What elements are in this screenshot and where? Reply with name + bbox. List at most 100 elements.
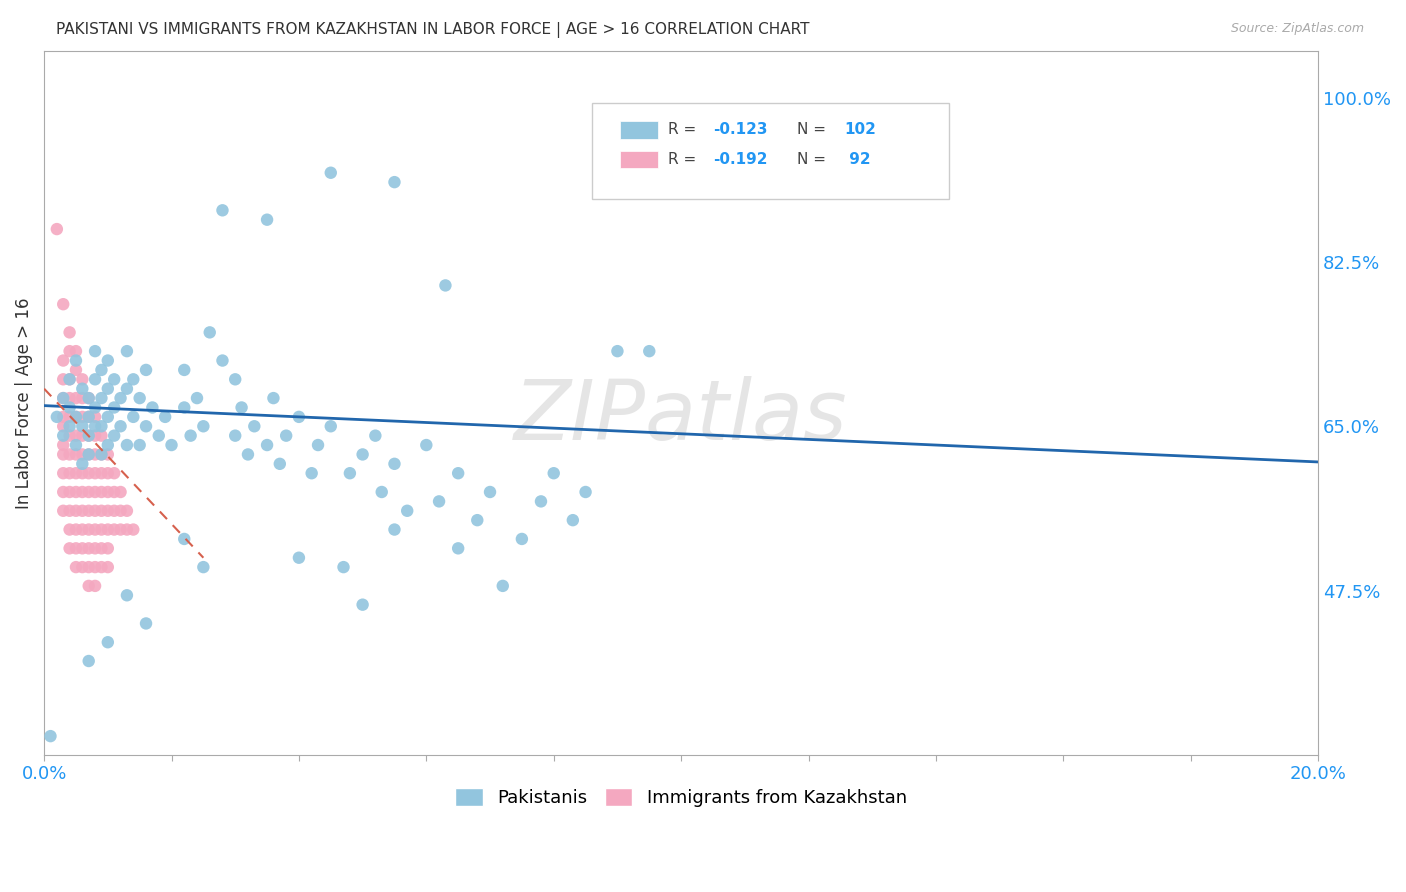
Point xyxy=(52,504,75,518)
Text: Source: ZipAtlas.com: Source: ZipAtlas.com xyxy=(1230,22,1364,36)
Point xyxy=(110,391,132,405)
Point xyxy=(65,438,87,452)
Point xyxy=(97,523,120,537)
Point xyxy=(173,532,195,546)
Point xyxy=(52,297,75,311)
Point xyxy=(211,353,233,368)
Point xyxy=(103,523,125,537)
Point xyxy=(77,409,100,424)
Point xyxy=(52,438,75,452)
Point xyxy=(90,523,112,537)
Point xyxy=(84,419,107,434)
Point xyxy=(276,428,298,442)
Point xyxy=(77,523,100,537)
Point xyxy=(45,409,67,424)
Text: R =: R = xyxy=(668,152,702,167)
Point xyxy=(84,523,107,537)
Point xyxy=(90,504,112,518)
Point xyxy=(173,363,195,377)
Point xyxy=(84,428,107,442)
Point xyxy=(186,391,208,405)
Point xyxy=(65,523,87,537)
Point xyxy=(84,401,107,415)
Point xyxy=(236,447,259,461)
Point xyxy=(52,391,75,405)
Point xyxy=(193,419,215,434)
Point xyxy=(97,382,120,396)
Point xyxy=(52,467,75,481)
Point xyxy=(90,391,112,405)
Point xyxy=(103,485,125,500)
Point xyxy=(352,598,374,612)
Point xyxy=(65,353,87,368)
Point xyxy=(77,447,100,461)
Point xyxy=(65,541,87,556)
Point xyxy=(65,409,87,424)
Point xyxy=(77,504,100,518)
Point xyxy=(52,428,75,442)
Point xyxy=(574,485,596,500)
Legend: Pakistanis, Immigrants from Kazakhstan: Pakistanis, Immigrants from Kazakhstan xyxy=(447,779,915,816)
Point xyxy=(135,363,157,377)
Point xyxy=(65,391,87,405)
Point xyxy=(58,504,80,518)
Text: 92: 92 xyxy=(844,152,870,167)
Point xyxy=(65,447,87,461)
Point xyxy=(90,467,112,481)
Point xyxy=(211,203,233,218)
Point xyxy=(84,579,107,593)
Point xyxy=(84,344,107,359)
Point xyxy=(180,428,202,442)
Point xyxy=(77,560,100,574)
Point xyxy=(65,363,87,377)
Point xyxy=(84,447,107,461)
Point xyxy=(115,504,138,518)
Point xyxy=(97,541,120,556)
Point xyxy=(90,447,112,461)
Point xyxy=(84,372,107,386)
Point xyxy=(77,654,100,668)
Point xyxy=(72,467,94,481)
Point xyxy=(153,409,176,424)
Point xyxy=(77,447,100,461)
Point xyxy=(288,409,311,424)
Point xyxy=(84,541,107,556)
Point xyxy=(52,391,75,405)
Point xyxy=(84,467,107,481)
Point xyxy=(58,447,80,461)
Point xyxy=(103,428,125,442)
Point xyxy=(90,447,112,461)
Text: 102: 102 xyxy=(844,122,876,137)
Point xyxy=(77,485,100,500)
Point xyxy=(110,485,132,500)
Point xyxy=(128,391,150,405)
FancyBboxPatch shape xyxy=(592,103,949,199)
Point xyxy=(72,523,94,537)
Point xyxy=(72,382,94,396)
Point xyxy=(319,166,342,180)
Point xyxy=(492,579,515,593)
Point xyxy=(415,438,437,452)
Point xyxy=(110,504,132,518)
Point xyxy=(84,485,107,500)
Point xyxy=(224,372,246,386)
Point xyxy=(638,344,661,359)
Point xyxy=(52,447,75,461)
Point xyxy=(65,467,87,481)
Point xyxy=(72,428,94,442)
Point xyxy=(103,467,125,481)
Point xyxy=(543,467,565,481)
Point xyxy=(243,419,266,434)
Point xyxy=(224,428,246,442)
Point xyxy=(65,504,87,518)
FancyBboxPatch shape xyxy=(620,121,658,139)
Point xyxy=(72,457,94,471)
Point xyxy=(58,523,80,537)
Point xyxy=(52,409,75,424)
Point xyxy=(115,438,138,452)
Text: N =: N = xyxy=(797,122,831,137)
Point xyxy=(90,428,112,442)
Point xyxy=(77,391,100,405)
Point xyxy=(262,391,284,405)
Point xyxy=(52,353,75,368)
